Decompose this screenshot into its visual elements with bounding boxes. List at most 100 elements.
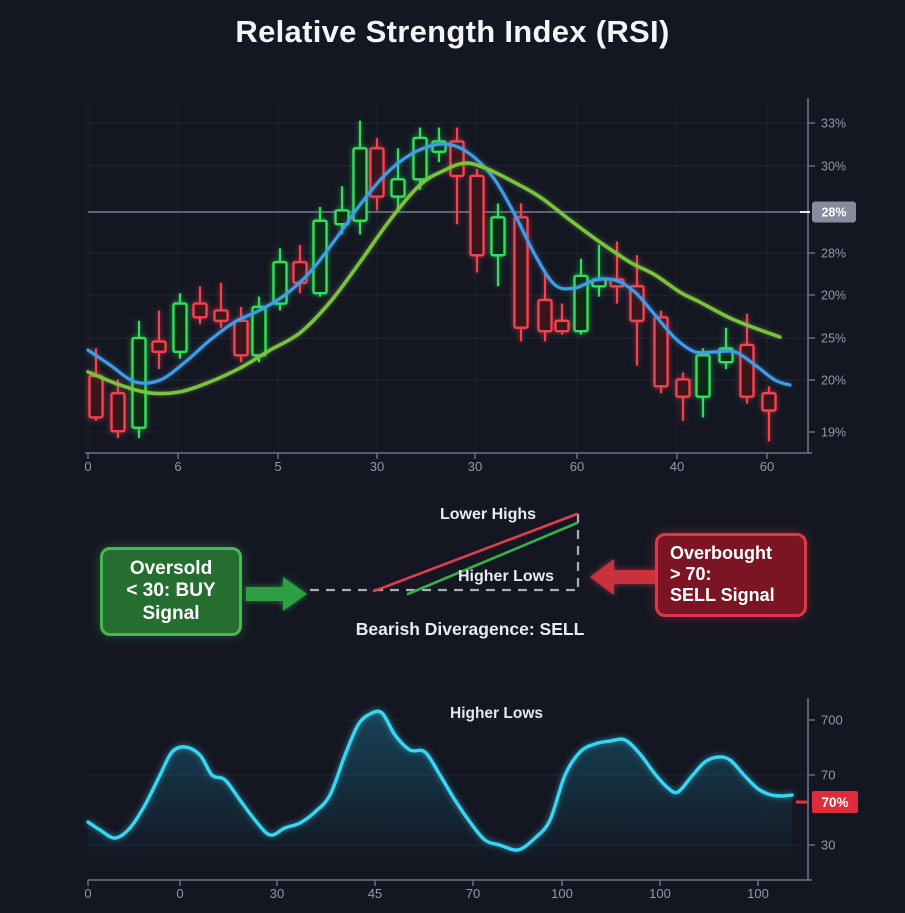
candle-body (412, 136, 428, 181)
candle-down (761, 386, 777, 442)
buy-signal-box: Oversold < 30: BUY Signal (100, 547, 242, 637)
page-title: Relative Strength Index (RSI) (235, 14, 670, 49)
rsi-x-tick-label: 0 (176, 886, 183, 901)
candle-up (573, 258, 589, 335)
candle-body (695, 354, 711, 398)
y-tick-label: 19% (821, 426, 846, 440)
candle-body (513, 216, 529, 329)
ma-fast-line (86, 142, 792, 387)
sell-arrow-icon (590, 559, 657, 595)
rsi-y-tick-label: 700 (821, 713, 843, 728)
candle-body (761, 392, 777, 412)
candle-up (718, 327, 734, 370)
candle-down (151, 310, 167, 370)
candle-down (213, 282, 229, 328)
rsi-y-tick-label: 70 (821, 768, 835, 783)
y-tick-label: 25% (821, 332, 846, 346)
y-tick-label: 33% (821, 117, 846, 131)
buy-arrow-icon (246, 577, 307, 611)
x-tick-label: 30 (468, 459, 482, 474)
candle-body (390, 178, 406, 198)
candle-up (490, 203, 506, 287)
candle-body (151, 340, 167, 354)
higher-lows-label: Higher Lows (458, 568, 555, 585)
candle-down (653, 310, 669, 394)
candle-up (390, 148, 406, 211)
y-tick-label: 28% (821, 247, 846, 261)
ma-slow-line (86, 161, 782, 396)
x-tick-label: 5 (274, 459, 281, 474)
candle-body (172, 302, 188, 354)
sell-signal-line: SELL Signal (670, 585, 775, 606)
candle-up (172, 293, 188, 359)
candle-body (653, 316, 669, 388)
higher-lows-line (406, 521, 579, 596)
rsi-x-tick-label: 100 (551, 886, 573, 901)
candle-down (554, 303, 570, 335)
y-tick-label: 20% (821, 374, 846, 388)
rsi-annotation-label: Higher Lows (450, 705, 544, 722)
rsi-x-tick-label: 0 (84, 886, 91, 901)
candle-up (334, 186, 350, 235)
rsi-x-tick-label: 70 (466, 886, 480, 901)
candle-body (88, 374, 104, 419)
buy-signal-line: Signal (142, 602, 200, 624)
bearish-divergence-caption: Bearish Diveragence: SELL (355, 619, 585, 639)
current-price-badge (812, 201, 856, 223)
rsi-x-tick-label: 100 (649, 886, 671, 901)
current-price-badge-label: 28% (821, 206, 846, 220)
overbought-badge-label: 70% (821, 795, 848, 810)
x-tick-label: 0 (84, 459, 91, 474)
lower-highs-line (372, 512, 579, 593)
rsi-x-tick-label: 45 (368, 886, 382, 901)
candle-down (110, 379, 126, 439)
candle-body (110, 392, 126, 433)
x-tick-label: 30 (370, 459, 384, 474)
x-tick-label: 60 (570, 459, 584, 474)
candle-down (537, 272, 553, 342)
candle-body (537, 298, 553, 333)
candle-body (272, 260, 288, 305)
candle-down (469, 169, 485, 273)
candle-body (233, 319, 249, 357)
candle-body (312, 219, 328, 295)
rsi-y-tick-label: 30 (821, 838, 835, 853)
sell-signal-line: Overbought (670, 543, 772, 563)
candle-down (675, 372, 691, 421)
candle-body (490, 216, 506, 257)
buy-signal-line: < 30: BUY (126, 580, 216, 602)
candle-down (449, 127, 465, 225)
candle-body (469, 174, 485, 257)
candle-down (233, 307, 249, 363)
candle-body (573, 274, 589, 333)
candle-body (554, 319, 570, 333)
candle-body (334, 209, 350, 226)
lower-highs-label: Lower Highs (440, 506, 537, 523)
rsi-area-fill (88, 711, 792, 862)
candle-down (369, 137, 385, 211)
y-tick-label: 30% (821, 160, 846, 174)
candle-up (312, 206, 328, 297)
rsi-x-tick-label: 100 (747, 886, 769, 901)
rsi-x-tick-label: 30 (270, 886, 284, 901)
candle-body (192, 302, 208, 319)
overbought-badge (812, 791, 858, 814)
candle-down (629, 255, 645, 366)
y-tick-label: 20% (821, 289, 846, 303)
sell-signal-line: > 70: (670, 564, 712, 585)
x-tick-label: 60 (760, 459, 774, 474)
candle-body (213, 309, 229, 323)
candle-body (369, 147, 385, 198)
candle-up (131, 320, 147, 439)
candle-body (739, 343, 755, 398)
buy-signal-line: Oversold (129, 558, 213, 579)
rsi-line (86, 709, 794, 852)
x-tick-label: 40 (670, 459, 684, 474)
candle-up (352, 120, 368, 235)
candle-down (192, 286, 208, 325)
candle-up (695, 348, 711, 418)
candle-body (675, 378, 691, 398)
x-tick-label: 6 (174, 459, 181, 474)
